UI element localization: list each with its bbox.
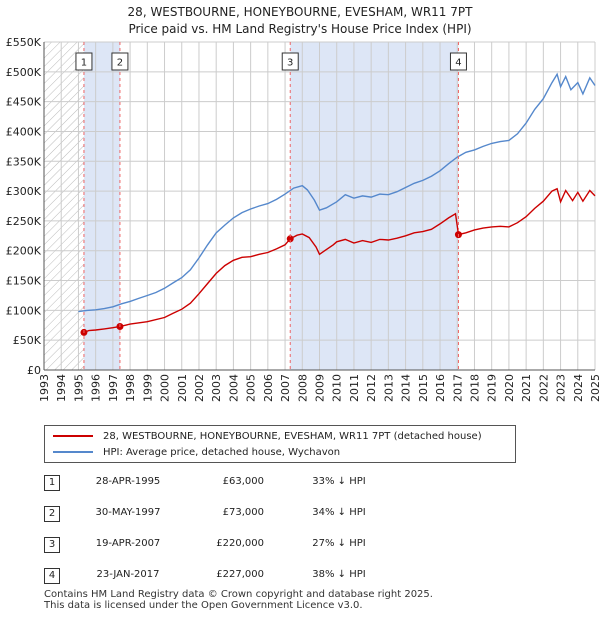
shaded-period: [290, 42, 459, 370]
footer-notice: Contains HM Land Registry data © Crown c…: [44, 589, 433, 611]
x-tick-label: 2006: [262, 374, 275, 402]
y-tick-label: £150K: [6, 275, 42, 288]
legend-item-hpi: HPI: Average price, detached house, Wych…: [53, 445, 340, 459]
x-tick-label: 2013: [382, 374, 395, 402]
series-line-hpi: [78, 72, 596, 313]
x-tick-label: 2025: [589, 374, 600, 402]
sale-marker-box: [75, 52, 93, 71]
x-tick-label: 2003: [210, 374, 223, 402]
x-tick-label: 1995: [72, 374, 85, 402]
transaction-price: £227,000: [216, 569, 264, 580]
x-tick-label: 1994: [55, 374, 68, 402]
y-tick-label: £250K: [6, 215, 42, 228]
x-tick-label: 2022: [537, 374, 550, 402]
title-line-2: Price paid vs. HM Land Registry's House …: [128, 22, 472, 36]
legend-swatch-property: [53, 435, 93, 437]
x-tick-label: 1998: [124, 374, 137, 402]
y-tick-label: £400K: [6, 125, 42, 138]
legend-label-property: 28, WESTBOURNE, HONEYBOURNE, EVESHAM, WR…: [103, 430, 482, 442]
y-tick-label: £300K: [6, 185, 42, 198]
transaction-hpi: 27% ↓ HPI: [312, 538, 366, 549]
transaction-date: 23-JAN-2017: [96, 569, 160, 580]
y-tick-label: £450K: [6, 96, 42, 109]
x-tick-label: 2017: [451, 374, 464, 402]
hatched-region: [44, 42, 84, 370]
series-line-property: [83, 187, 596, 334]
legend-label-hpi: HPI: Average price, detached house, Wych…: [103, 446, 341, 458]
x-tick-label: 2005: [245, 374, 258, 402]
y-tick-label: £550K: [6, 36, 42, 49]
x-tick-label: 1997: [107, 374, 120, 402]
y-tick-label: £350K: [6, 155, 42, 168]
x-tick-label: 2002: [193, 374, 206, 402]
x-tick-label: 2007: [279, 374, 292, 402]
sale-marker-label: 3: [287, 58, 293, 69]
legend: 28, WESTBOURNE, HONEYBOURNE, EVESHAM, WR…: [44, 425, 516, 463]
table-row: 4 23-JAN-2017 £227,000 38% ↓ HPI: [44, 567, 564, 585]
x-tick-label: 2021: [520, 374, 533, 402]
transaction-number: 4: [44, 568, 60, 584]
transaction-date: 19-APR-2007: [95, 538, 161, 549]
y-tick-label: £100K: [6, 304, 42, 317]
transaction-price: £63,000: [222, 476, 264, 487]
table-row: 1 28-APR-1995 £63,000 33% ↓ HPI: [44, 474, 564, 492]
y-tick-label: £50K: [13, 334, 42, 347]
transaction-date: 30-MAY-1997: [95, 507, 161, 518]
footer-line-2: This data is licensed under the Open Gov…: [44, 600, 363, 611]
transaction-price: £220,000: [216, 538, 264, 549]
y-tick-label: £200K: [6, 245, 42, 258]
title-line-1: 28, WESTBOURNE, HONEYBOURNE, EVESHAM, WR…: [127, 5, 473, 19]
x-tick-label: 1999: [141, 374, 154, 402]
price-chart: 1 2 3 4 £0 £50K £100K £150K £200K £250K £300K £350…: [6, 36, 600, 402]
transaction-number: 2: [44, 506, 60, 522]
x-tick-label: 2016: [434, 374, 447, 402]
x-tick-label: 2011: [348, 374, 361, 402]
x-tick-label: 2018: [468, 374, 481, 402]
y-tick-label: £500K: [6, 66, 42, 79]
transaction-number: 3: [44, 537, 60, 553]
shaded-period: [83, 42, 120, 370]
x-tick-label: 2015: [417, 374, 430, 402]
sale-point: [286, 235, 294, 243]
transaction-price: £73,000: [222, 507, 264, 518]
x-tick-label: 1996: [90, 374, 103, 402]
x-tick-label: 2023: [555, 374, 568, 402]
legend-swatch-hpi: [53, 451, 93, 453]
sale-marker-box: [449, 52, 467, 71]
x-tick-label: 2010: [331, 374, 344, 402]
x-tick-label: 2019: [486, 374, 499, 402]
sale-marker-box: [281, 52, 299, 71]
transaction-date: 28-APR-1995: [95, 476, 161, 487]
x-tick-label: 2001: [176, 374, 189, 402]
x-tick-label: 2014: [400, 374, 413, 402]
table-row: 2 30-MAY-1997 £73,000 34% ↓ HPI: [44, 505, 564, 523]
y-tick-label: £0: [27, 364, 41, 377]
chart-title: 28, WESTBOURNE, HONEYBOURNE, EVESHAM, WR…: [0, 4, 600, 38]
x-tick-label: 2008: [296, 374, 309, 402]
table-row: 3 19-APR-2007 £220,000 27% ↓ HPI: [44, 536, 564, 554]
transaction-number: 1: [44, 475, 60, 491]
x-tick-label: 2000: [159, 374, 172, 402]
x-tick-label: 2004: [227, 374, 240, 402]
x-tick-label: 2012: [365, 374, 378, 402]
x-tick-label: 2024: [572, 374, 585, 402]
sale-marker-label: 2: [117, 58, 123, 69]
x-tick-label: 2009: [314, 374, 327, 402]
transaction-hpi: 33% ↓ HPI: [312, 476, 366, 487]
legend-item-property: 28, WESTBOURNE, HONEYBOURNE, EVESHAM, WR…: [53, 429, 482, 443]
sale-marker-box: [111, 52, 129, 71]
transaction-hpi: 38% ↓ HPI: [312, 569, 366, 580]
sale-marker-label: 1: [81, 58, 87, 69]
footer-line-1: Contains HM Land Registry data © Crown c…: [44, 589, 433, 600]
transaction-hpi: 34% ↓ HPI: [312, 507, 366, 518]
sale-marker-label: 4: [455, 58, 461, 69]
x-tick-label: 2020: [503, 374, 516, 402]
x-tick-label: 1993: [38, 374, 51, 402]
